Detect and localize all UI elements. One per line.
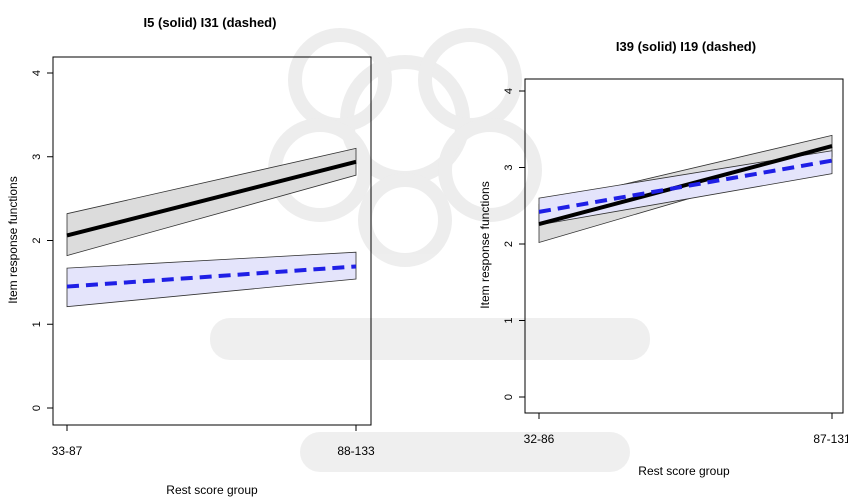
plot-frame [524, 78, 844, 414]
x-axis: 32-86 87-131 [524, 413, 848, 446]
y-tick-label: 1 [503, 317, 515, 323]
y-axis: 0 1 2 3 4 [31, 70, 53, 411]
watermark-rosette [268, 28, 542, 267]
x-tick-label: 87-131 [813, 432, 848, 446]
series-line-dashed [66, 264, 357, 289]
x-tick-label: 32-86 [524, 432, 555, 446]
series-line-solid [538, 144, 833, 227]
y-tick-label: 2 [503, 241, 515, 247]
y-tick-label: 1 [31, 321, 43, 327]
x-tick-label: 33-87 [52, 444, 83, 458]
chart-panel-right: I39 (solid) I19 (dashed) 0 1 2 3 4 32-86 87-1… [478, 39, 848, 478]
x-axis-label: Rest score group [166, 483, 258, 497]
y-axis-label: Item response functions [478, 181, 492, 308]
x-axis-label: Rest score group [638, 464, 730, 478]
chart-title: I5 (solid) I31 (dashed) [144, 15, 277, 30]
watermark-script [210, 318, 650, 472]
y-tick-label: 4 [31, 70, 43, 76]
series-line-dashed [538, 158, 833, 214]
y-tick-label: 3 [31, 154, 43, 160]
confidence-band-dashed [66, 251, 357, 308]
chart-panel-left: I5 (solid) I31 (dashed) 0 1 2 3 4 33-87 88-13… [6, 15, 375, 497]
y-axis: 0 1 2 3 4 [503, 88, 525, 400]
y-tick-label: 4 [503, 88, 515, 94]
x-axis: 33-87 88-133 [52, 425, 375, 458]
y-tick-label: 0 [503, 394, 515, 400]
y-axis-label: Item response functions [6, 176, 20, 303]
series-line-solid [66, 159, 357, 238]
chart-title: I39 (solid) I19 (dashed) [616, 39, 756, 54]
y-tick-label: 2 [31, 237, 43, 243]
confidence-band-solid [66, 147, 357, 257]
y-tick-label: 3 [503, 164, 515, 170]
x-tick-label: 88-133 [337, 444, 375, 458]
y-tick-label: 0 [31, 405, 43, 411]
